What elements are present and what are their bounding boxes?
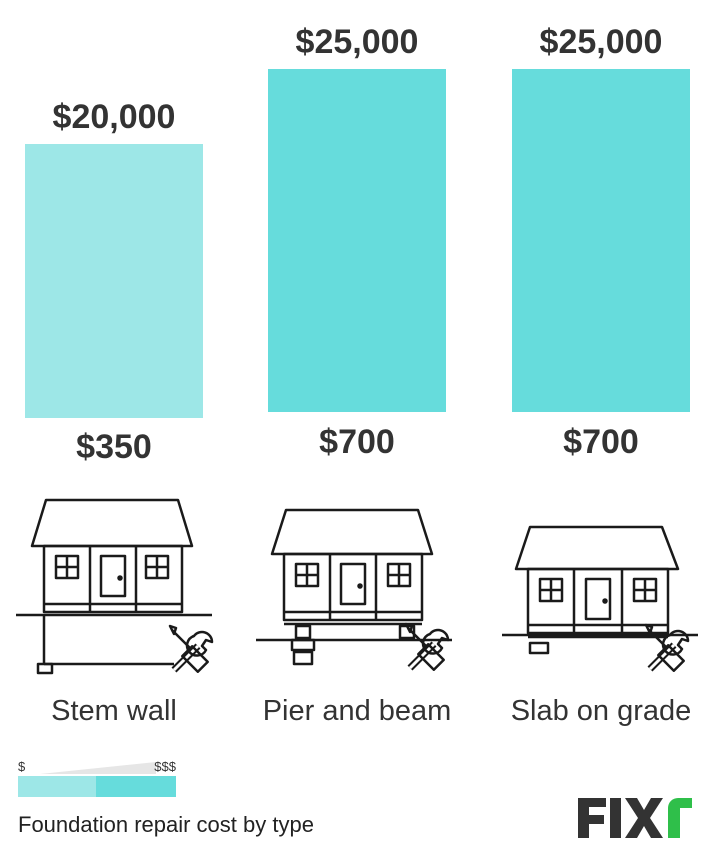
legend-min-label: $	[18, 759, 26, 774]
legend-high-swatch	[96, 776, 176, 797]
high-label-stem-wall: $20,000	[52, 97, 176, 136]
chart-caption: Foundation repair cost by type	[18, 812, 314, 837]
legend-wedge	[40, 762, 156, 774]
category-label-pier-and-beam: Pier and beam	[262, 695, 452, 727]
house-pier-and-beam-icon	[256, 508, 452, 671]
house-stem-wall-icon	[16, 498, 214, 675]
legend-max-label: $$$	[154, 759, 176, 774]
fixr-logo	[578, 798, 692, 838]
cost-legend: $ $$$	[18, 756, 178, 800]
low-label-stem-wall: $350	[76, 428, 152, 466]
high-label-pier-and-beam: $25,000	[295, 23, 419, 61]
legend-low-swatch	[18, 776, 96, 797]
low-label-pier-and-beam: $700	[319, 423, 395, 461]
category-label-slab-on-grade: Slab on grade	[510, 695, 692, 727]
house-slab-on-grade-icon	[502, 525, 698, 672]
category-label-stem-wall: Stem wall	[51, 695, 177, 727]
low-label-slab-on-grade: $700	[563, 423, 639, 461]
bar-stem-wall	[25, 143, 203, 418]
bar-pier-and-beam	[268, 69, 446, 412]
high-label-slab-on-grade: $25,000	[539, 23, 663, 61]
bar-slab-on-grade	[512, 69, 690, 412]
